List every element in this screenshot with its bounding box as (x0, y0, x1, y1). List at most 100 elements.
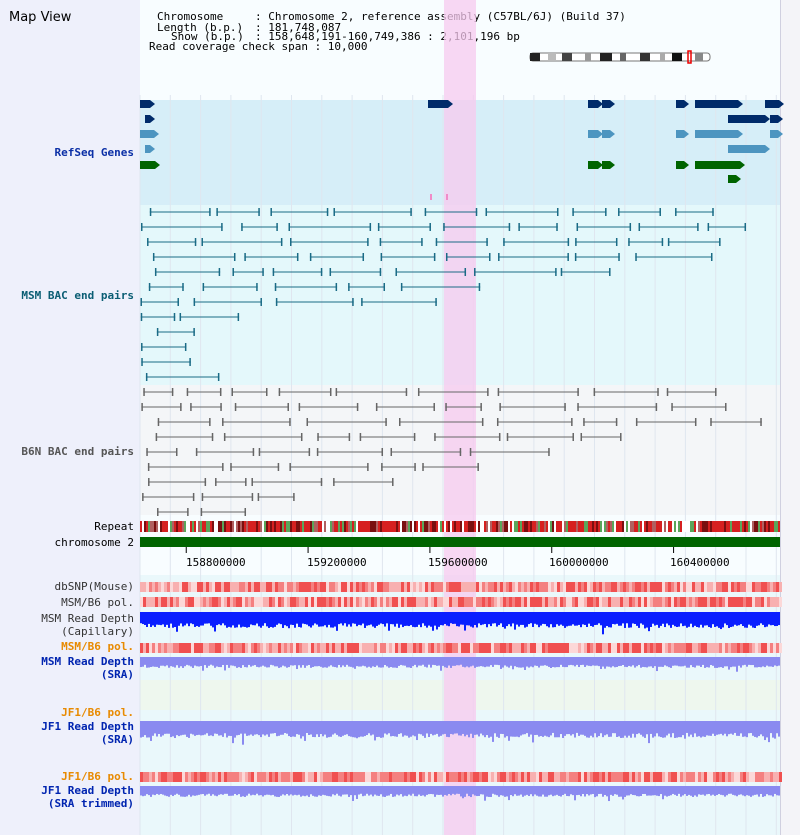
msm-pol-strip (533, 597, 536, 607)
jf1-depth-trim-bar (340, 786, 342, 797)
b6n-bac-pair-end (204, 478, 207, 486)
dbsnp-strip (599, 582, 602, 592)
dbsnp-strip (644, 582, 647, 592)
repeat-element (400, 521, 402, 532)
jf1-depth-trim-bar (612, 786, 614, 796)
msm-depth-cap-bar (366, 612, 368, 626)
b6n-bac-pair-end (405, 388, 408, 396)
track-label-msm-b6-pol[interactable]: MSM/B6 pol. (61, 596, 134, 609)
msm-depth-cap-bar (638, 612, 640, 628)
track-label-msm-depth-sra[interactable]: MSM Read Depth (41, 655, 134, 668)
msm-pol-strip-2 (716, 643, 719, 653)
msm-pol-strip-2 (254, 643, 257, 653)
msm-pol-strip (290, 597, 293, 607)
track-label-msm-depth-cap-sub: (Capillary) (61, 625, 134, 638)
jf1-depth-sra-bar (530, 721, 532, 735)
repeat-element (742, 521, 744, 532)
msm-depth-sra-bar (482, 657, 484, 667)
track-label-b6n-bac[interactable]: B6N BAC end pairs (21, 445, 134, 458)
msm-bac-pair-end (675, 208, 677, 216)
b6n-bac-pair-end (655, 403, 658, 411)
msm-depth-sra-bar (242, 657, 244, 666)
dbsnp-strip (314, 582, 317, 592)
msm-depth-cap-bar (270, 612, 272, 627)
repeat-element (564, 521, 566, 532)
jf1-depth-sra-bar (174, 721, 176, 739)
jf1-depth-sra-bar (604, 721, 606, 736)
repeat-element (306, 521, 308, 532)
page-title: Map View (9, 10, 72, 25)
msm-pol-strip (377, 597, 380, 607)
msm-depth-sra-bar (586, 657, 588, 666)
repeat-element (242, 521, 244, 532)
repeat-element (428, 521, 430, 532)
msm-bac-pair-end (209, 208, 211, 216)
msm-depth-sra-bar (750, 657, 752, 666)
b6n-bac-pair-end (477, 463, 479, 471)
msm-depth-cap-bar (242, 612, 244, 627)
repeat-element (756, 521, 758, 532)
track-label-jf1-b6-pol[interactable]: JF1/B6 pol. (61, 706, 134, 719)
repeat-element (252, 521, 254, 532)
jf1-depth-sra-bar (734, 721, 736, 733)
repeat-element (718, 521, 720, 532)
jf1-depth-sra-bar (768, 721, 770, 743)
repeat-element (698, 521, 700, 532)
jf1-depth-sra-bar (614, 721, 616, 734)
dbsnp-strip (617, 582, 620, 592)
track-label-chromosome[interactable]: chromosome 2 (54, 536, 134, 549)
msm-pol-strip (518, 597, 521, 607)
track-label-msm-depth-cap[interactable]: MSM Read Depth (41, 612, 134, 625)
jf1-depth-sra-bar (330, 721, 332, 737)
msm-depth-cap-bar (764, 612, 766, 628)
jf1-depth-sra-bar (310, 721, 312, 735)
jf1-depth-trim-bar (214, 786, 216, 796)
msm-depth-sra-bar (542, 657, 544, 666)
track-label-msm-b6-pol-2[interactable]: MSM/B6 pol. (61, 640, 134, 653)
jf1-pol-strip (344, 772, 347, 782)
msm-pol-strip-2 (701, 643, 704, 653)
jf1-depth-trim-bar (690, 786, 692, 796)
msm-pol-strip-2 (446, 643, 449, 653)
repeat-element (180, 521, 182, 532)
jf1-depth-trim-bar (520, 786, 522, 795)
dbsnp-strip (779, 582, 782, 592)
track-label-jf1-depth-sra[interactable]: JF1 Read Depth (41, 720, 134, 733)
repeat-element (776, 521, 778, 532)
jf1-depth-sra-bar (540, 721, 542, 737)
jf1-pol-strip (578, 772, 581, 782)
msm-pol-strip-2 (758, 643, 761, 653)
jf1-pol-strip (311, 772, 314, 782)
jf1-depth-sra-bar (744, 721, 746, 737)
msm-depth-sra-bar (390, 657, 392, 668)
msm-pol-strip-2 (278, 643, 281, 653)
msm-bac-pair-end (576, 223, 579, 231)
jf1-depth-sra-bar (722, 721, 724, 736)
jf1-depth-trim-bar (348, 786, 350, 797)
track-label-refseq[interactable]: RefSeq Genes (54, 146, 134, 159)
msm-depth-cap-bar (562, 612, 564, 626)
track-label-dbsnp[interactable]: dbSNP(Mouse) (54, 580, 134, 593)
msm-bac-pair-end (140, 298, 142, 306)
track-label-jf1-b6-pol-2[interactable]: JF1/B6 pol. (61, 770, 134, 783)
track-label-repeat[interactable]: Repeat (94, 520, 134, 533)
msm-bac-pair-end (410, 208, 412, 216)
dbsnp-strip (398, 582, 401, 592)
msm-depth-cap-bar (732, 612, 734, 627)
msm-pol-strip (482, 597, 485, 607)
msm-pol-strip (308, 597, 311, 607)
jf1-depth-sra-bar (546, 721, 548, 737)
refseq-gene (140, 130, 154, 138)
jf1-depth-trim-bar (382, 786, 384, 797)
msm-depth-cap-bar (550, 612, 552, 625)
msm-pol-strip (149, 597, 152, 607)
msm-depth-cap-bar (332, 612, 334, 628)
jf1-depth-trim-bar (748, 786, 750, 796)
msm-depth-cap-bar (240, 612, 242, 628)
track-label-msm-bac[interactable]: MSM BAC end pairs (21, 289, 134, 302)
repeat-element (392, 521, 394, 532)
repeat-element (274, 521, 276, 532)
repeat-element (552, 521, 554, 532)
track-label-jf1-depth-trim[interactable]: JF1 Read Depth (41, 784, 134, 797)
